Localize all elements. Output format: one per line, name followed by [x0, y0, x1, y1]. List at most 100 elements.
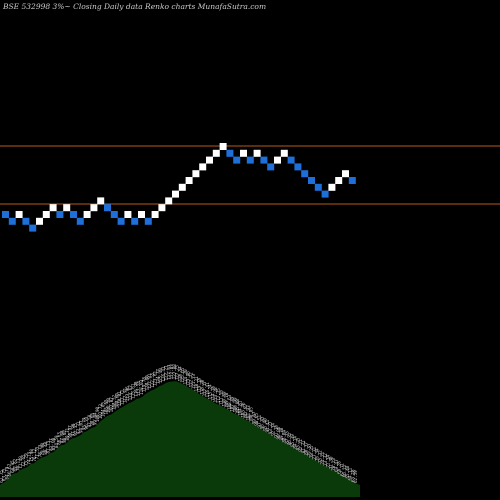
renko-brick-47	[314, 183, 322, 191]
volume-label-1: 62.75	[0, 470, 4, 483]
chart-title: BSE 532998 3%~ Closing Daily data Renko …	[3, 2, 267, 11]
volume-label-118: 74.21	[320, 451, 325, 464]
renko-brick-28	[185, 177, 193, 184]
volume-label-105: 87.23	[284, 431, 289, 444]
volume-label-121: 71.30	[328, 456, 333, 469]
volume-label-115: 77.31	[312, 446, 317, 459]
volume-label-14: 77.55	[35, 446, 40, 459]
renko-brick-19	[124, 211, 132, 218]
volume-label-65: 127.25	[175, 365, 180, 381]
renko-brick-5	[29, 224, 37, 232]
renko-brick-16	[104, 204, 111, 212]
volume-label-100: 92.34	[271, 423, 276, 436]
renko-brick-36	[240, 149, 247, 157]
volume-label-117: 75.22	[317, 450, 322, 463]
volume-label-58: 124.77	[155, 369, 160, 385]
volume-label-8: 71.49	[18, 456, 23, 469]
volume-label-37: 102.73	[98, 404, 103, 420]
volume-label-106: 86.32	[287, 432, 292, 445]
renko-brick-12	[76, 217, 84, 225]
renko-brick-34	[226, 149, 234, 157]
volume-label-94: 98.65	[254, 413, 259, 426]
renko-brick-9	[56, 211, 64, 218]
volume-label-17: 80.48	[43, 442, 48, 455]
volume-label-26: 90.97	[68, 425, 73, 438]
volume-label-83: 109.78	[224, 392, 229, 408]
renko-brick-45	[301, 170, 309, 178]
volume-label-111: 81.31	[301, 440, 306, 453]
volume-label-79: 113.28	[213, 387, 218, 403]
renko-brick-35	[233, 156, 241, 164]
volume-label-76: 116.41	[205, 382, 210, 398]
renko-brick-20	[131, 217, 139, 225]
volume-label-98: 94.41	[265, 419, 270, 432]
volume-label-99: 93.27	[268, 421, 273, 434]
volume-label-129: 63.18	[350, 469, 355, 482]
volume-label-46: 112.91	[122, 388, 127, 404]
volume-label-122: 70.23	[331, 458, 336, 471]
volume-label-43: 109.60	[114, 393, 119, 409]
volume-label-25: 89.31	[65, 427, 70, 440]
volume-label-19: 82.77	[48, 438, 53, 451]
volume-label-31: 95.79	[81, 417, 86, 430]
renko-brick-48	[321, 190, 329, 198]
volume-label-16: 79.90	[40, 442, 45, 455]
reference-lines	[0, 145, 500, 205]
volume-label-62: 127.63	[166, 364, 171, 380]
volume-label-24: 88.02	[62, 429, 67, 442]
renko-brick-38	[253, 149, 261, 157]
renko-brick-11	[70, 211, 77, 218]
volume-label-60: 126.41	[161, 366, 166, 382]
volume-label-66: 126.54	[177, 366, 182, 382]
volume-label-30: 94.07	[79, 420, 84, 433]
volume-label-44: 110.81	[117, 391, 122, 407]
renko-brick-1	[2, 211, 9, 218]
volume-label-72: 120.21	[194, 376, 199, 392]
volume-label-12: 75.98	[29, 449, 34, 462]
volume-label-68: 124.70	[183, 369, 188, 385]
volume-label-67: 125.65	[180, 367, 185, 383]
volume-label-113: 79.33	[306, 443, 311, 456]
volume-label-34: 98.66	[90, 413, 95, 426]
volume-label-56: 122.55	[150, 372, 155, 388]
volume-label-63: 127.83	[169, 364, 174, 380]
volume-label-107: 85.39	[290, 434, 295, 447]
volume-label-10: 73.29	[24, 453, 29, 466]
renko-brick-8	[49, 204, 57, 212]
renko-brick-17	[110, 211, 118, 218]
volume-label-109: 83.25	[295, 437, 300, 450]
volume-label-86: 106.99	[232, 397, 237, 413]
volume-area-shape	[0, 381, 360, 497]
volume-label-23: 87.68	[59, 430, 64, 443]
volume-label-27: 91.96	[70, 423, 75, 436]
volume-label-95: 97.51	[257, 414, 262, 427]
renko-brick-27	[178, 183, 186, 191]
volume-label-20: 83.08	[51, 437, 56, 450]
volume-label-36: 100.90	[95, 406, 100, 422]
volume-label-52: 118.03	[139, 379, 144, 395]
volume-label-116: 76.34	[315, 448, 320, 461]
volume-label-4: 66.67	[7, 463, 12, 476]
renko-brick-13	[83, 211, 91, 218]
volume-label-90: 102.87	[243, 403, 248, 419]
volume-label-85: 107.49	[229, 396, 234, 412]
volume-label-7: 70.11	[16, 458, 21, 471]
volume-label-96: 96.43	[260, 416, 265, 429]
volume-label-48: 114.67	[128, 385, 133, 401]
renko-brick-42	[280, 149, 288, 157]
renko-brick-31	[206, 156, 213, 164]
volume-label-104: 88.04	[282, 429, 287, 442]
volume-label-6: 69.82	[13, 458, 18, 471]
renko-brick-21	[138, 211, 145, 218]
volume-label-29: 93.31	[76, 421, 81, 434]
volume-label-64: 127.88	[172, 364, 177, 380]
renko-brick-2	[8, 217, 16, 225]
renko-brick-3	[15, 211, 23, 218]
volume-label-32: 96.33	[84, 416, 89, 429]
volume-label-110: 82.21	[298, 439, 303, 452]
volume-label-47: 113.96	[125, 386, 130, 402]
renko-brick-37	[246, 156, 254, 164]
volume-label-13: 76.12	[32, 448, 37, 461]
volume-label-102: 90.06	[276, 426, 281, 439]
volume-label-5: 68.95	[10, 460, 15, 473]
